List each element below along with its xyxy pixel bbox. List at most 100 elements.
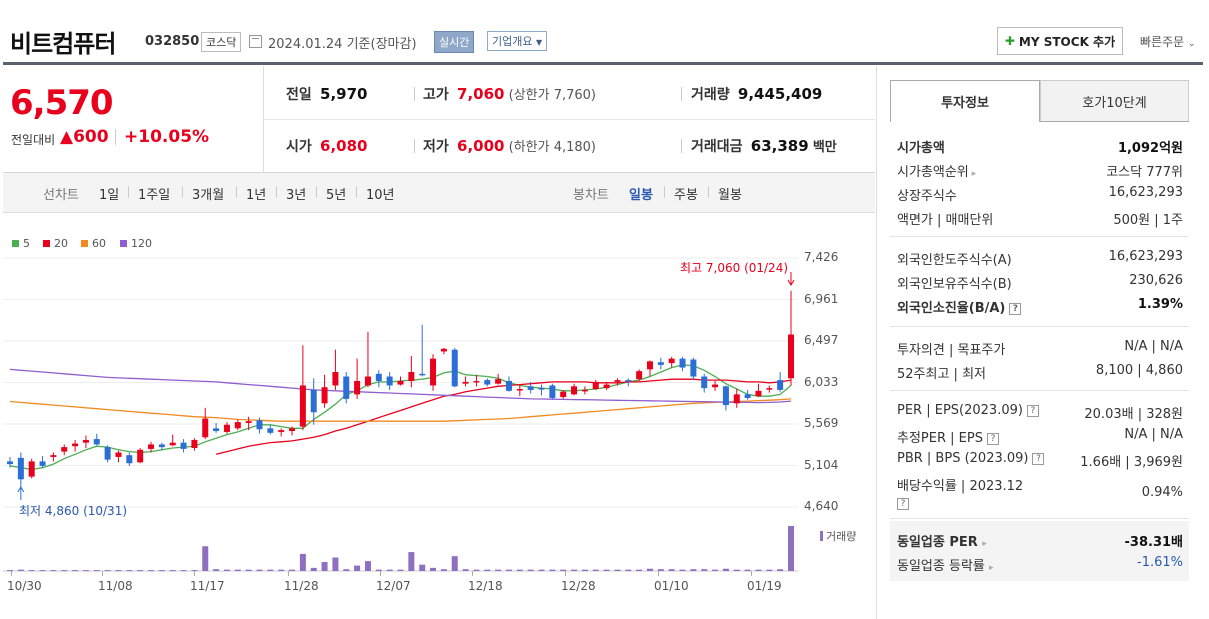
candle-body (17, 457, 24, 480)
candle-body (397, 380, 404, 385)
volume-bar (267, 569, 274, 571)
candle-body (473, 380, 480, 383)
candle-body (364, 376, 371, 386)
volume-bar (679, 569, 686, 571)
price-change: ▲600 (60, 127, 109, 147)
volume-bar (17, 569, 24, 571)
candle-body (299, 385, 306, 427)
candle-body (484, 380, 491, 385)
candle-chart-label: 봉차트 (573, 188, 609, 203)
tab-1day[interactable]: 1일 (99, 188, 120, 203)
volume-bar (375, 569, 382, 571)
current-price: 6,570 (10, 83, 114, 123)
y-tick-label: 5,569 (804, 416, 839, 430)
candle-body (332, 372, 339, 386)
volume-chart[interactable] (3, 520, 798, 575)
candle-body (657, 362, 664, 365)
candle-body (462, 381, 469, 384)
help-icon[interactable]: ? (1026, 405, 1039, 417)
quick-order-dropdown[interactable]: 빠른주문 ⌄ (1140, 35, 1196, 49)
help-icon[interactable]: ? (986, 433, 999, 445)
x-tick-mark (11, 571, 12, 576)
high-arrow (787, 272, 795, 286)
candle-body (256, 420, 263, 430)
candle-body (50, 455, 57, 457)
tab-investment-info[interactable]: 투자정보 (890, 80, 1040, 122)
tab-1year[interactable]: 1년 (246, 188, 267, 203)
help-icon[interactable]: ? (1009, 303, 1022, 315)
volume-bar (592, 569, 599, 571)
volume-bar (321, 562, 328, 571)
up-triangle-icon: ▲ (60, 127, 74, 147)
x-tick-mark (565, 571, 566, 576)
info-label: 추정PER | EPS? (897, 427, 999, 446)
volume-bar (538, 569, 545, 571)
candlestick-chart[interactable] (3, 250, 798, 520)
volume-bar (440, 569, 447, 571)
trade-amount: 거래대금 63,389 백만 (691, 137, 837, 155)
tab-monthly[interactable]: 월봉 (718, 188, 742, 203)
change-label: 전일대비 (11, 133, 56, 147)
volume-bar (289, 569, 296, 571)
candle-body (505, 380, 512, 391)
volume-bar (213, 569, 220, 571)
volume-bar (636, 569, 643, 571)
candle-body (408, 372, 415, 381)
sector-rate-label[interactable]: 동일업종 등락률 ▸ (897, 559, 994, 574)
help-icon[interactable]: ? (1032, 453, 1045, 465)
add-mystock-button[interactable]: ✚ MY STOCK 추가 (997, 27, 1123, 55)
divider (890, 326, 1189, 327)
candle-body (722, 386, 729, 406)
x-tick-label: 10/30 (7, 579, 42, 593)
tab-3month[interactable]: 3개월 (192, 188, 225, 203)
divider (276, 186, 277, 198)
x-tick-mark (194, 571, 195, 576)
x-tick-label: 01/10 (654, 579, 689, 593)
divider (664, 186, 665, 198)
candle-body (126, 455, 133, 464)
candle-body (516, 389, 523, 391)
y-tick-label: 4,640 (804, 499, 839, 513)
high-price: 고가 7,060 (상한가 7,760) (423, 85, 596, 103)
volume-bar (462, 569, 469, 571)
realtime-button[interactable]: 실시간 (434, 31, 475, 53)
candle-body (28, 461, 35, 477)
tab-daily[interactable]: 일봉 (629, 188, 653, 203)
volume-bar (777, 569, 784, 571)
volume-bar (527, 569, 534, 571)
arrow-right-icon: ▸ (982, 539, 987, 549)
candle-body (571, 386, 578, 395)
volume-bar (690, 569, 697, 571)
company-info-dropdown[interactable]: 기업개요 ▼ (487, 31, 548, 51)
legend-ma120: 120 (120, 237, 152, 250)
tab-weekly[interactable]: 주봉 (674, 188, 698, 203)
x-tick-label: 12/28 (561, 579, 596, 593)
change-percent: +10.05% (124, 127, 210, 147)
volume-bar (61, 570, 68, 572)
volume-bar (223, 569, 230, 571)
tab-1week[interactable]: 1주일 (138, 188, 171, 203)
tab-order-book[interactable]: 호가10단계 (1040, 80, 1189, 122)
volume-bar (180, 570, 187, 572)
sector-per-label[interactable]: 동일업종 PER ▸ (897, 535, 987, 550)
info-value: 500원 | 1주 (1113, 213, 1183, 228)
tab-3year[interactable]: 3년 (286, 188, 307, 203)
volume-bar (245, 569, 252, 571)
tab-5year[interactable]: 5년 (326, 188, 347, 203)
help-icon[interactable]: ? (897, 498, 909, 510)
info-label: 액면가 | 매매단위 (897, 213, 994, 228)
candle-body (343, 376, 350, 399)
sector-rate-value: -1.61% (1137, 555, 1183, 570)
volume-legend: 거래량 (820, 528, 856, 544)
volume: 거래량 9,445,409 (691, 85, 823, 103)
volume-bar (516, 569, 523, 571)
x-tick-mark (472, 571, 473, 576)
divider (356, 186, 357, 198)
candle-body (223, 424, 230, 432)
info-label[interactable]: 시가총액순위 ▸ (897, 165, 977, 180)
candle-body (614, 380, 621, 382)
ma-line-60 (9, 398, 792, 422)
candle-body (137, 449, 144, 463)
tab-10year[interactable]: 10년 (366, 188, 395, 203)
candle-body (245, 421, 252, 423)
